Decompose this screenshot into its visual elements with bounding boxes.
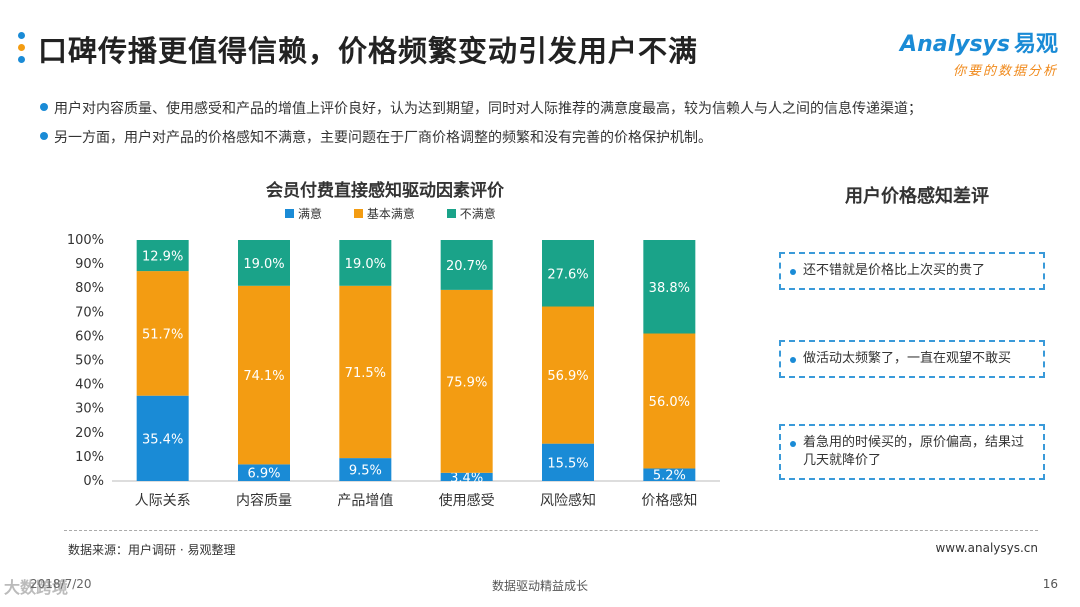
x-category-label: 产品增值	[337, 493, 393, 509]
comment-card: 着急用的时候买的，原价偏高，结果过几天就降价了	[779, 424, 1045, 480]
data-label: 5.2%	[653, 469, 686, 484]
comment-text: 做活动太频繁了，一直在观望不敢买	[803, 351, 1012, 366]
bar-segment	[643, 468, 696, 481]
bar-segment	[542, 240, 594, 307]
footer-date: 2018/7/20	[30, 577, 92, 591]
logo-initial: A	[900, 32, 918, 57]
data-label: 19.0%	[345, 257, 386, 272]
comment-text: 着急用的时候买的，原价偏高，结果过几天就降价了	[803, 435, 1025, 468]
data-label: 20.7%	[446, 259, 487, 274]
legend-swatch-basic	[353, 209, 363, 218]
bar-segment	[339, 285, 392, 459]
x-category-label: 风险感知	[540, 492, 596, 509]
logo-cn: 易观	[1013, 32, 1058, 57]
y-tick-label: 100%	[67, 233, 104, 248]
data-label: 51.7%	[142, 327, 183, 342]
legend-item-basic: 基本满意	[353, 205, 415, 222]
footer-slogan: 数据驱动精益成长	[491, 579, 588, 593]
bar-segment	[542, 443, 594, 481]
y-tick-label: 20%	[75, 426, 104, 441]
bar-segment	[136, 395, 189, 481]
footer-divider	[64, 530, 1038, 531]
bar-segment	[440, 289, 493, 473]
bar-segment	[643, 333, 696, 469]
data-label: 27.6%	[547, 267, 588, 282]
chart-title: 会员付费直接感知驱动因素评价	[266, 181, 504, 201]
logo-brand: nalysys	[917, 32, 1010, 57]
bullet-item: 另一方面，用户对产品的价格感知不满意，主要问题在于厂商价格调整的频繁和没有完善的…	[38, 127, 1068, 147]
chart-legend: 满意 基本满意 不满意	[285, 205, 524, 222]
data-label: 38.8%	[649, 281, 690, 296]
x-category-label: 人际关系	[135, 493, 191, 509]
y-tick-label: 60%	[75, 329, 104, 344]
y-tick-label: 40%	[75, 378, 104, 393]
y-tick-label: 10%	[75, 450, 104, 465]
data-source: 数据来源：用户调研 · 易观整理	[68, 543, 236, 557]
page-number: 16	[1042, 577, 1058, 591]
legend-swatch-unsatisfied	[446, 209, 456, 218]
y-tick-label: 0%	[83, 474, 104, 489]
title-dots-decoration	[18, 32, 26, 68]
x-category-label: 使用感受	[439, 492, 495, 509]
data-label: 56.9%	[547, 369, 588, 384]
bar-segment	[542, 306, 594, 444]
bar-segment	[136, 271, 189, 396]
watermark-brand: 大数跨境	[4, 578, 69, 597]
summary-bullets: 用户对内容质量、使用感受和产品的增值上评价良好，认为达到期望，同时对人际推荐的满…	[38, 98, 1068, 156]
x-category-label: 内容质量	[236, 492, 292, 509]
legend-item-satisfied: 满意	[285, 205, 322, 222]
data-label: 74.1%	[243, 369, 284, 384]
y-tick-label: 80%	[75, 281, 104, 296]
y-tick-label: 90%	[75, 257, 104, 272]
page-title: 口碑传播更值得信赖，价格频繁变动引发用户不满	[38, 34, 699, 68]
data-label: 12.9%	[142, 250, 183, 265]
y-tick-label: 50%	[75, 354, 104, 369]
bullet-item: 用户对内容质量、使用感受和产品的增值上评价良好，认为达到期望，同时对人际推荐的满…	[38, 98, 1068, 118]
y-tick-label: 30%	[75, 402, 104, 417]
bar-segment	[238, 464, 290, 481]
bar-segment	[136, 240, 189, 272]
comment-text: 还不错就是价格比上次买的贵了	[803, 263, 986, 278]
analysys-logo: Analysys 易观 你要的数据分析	[900, 26, 1058, 79]
right-panel-title: 用户价格感知差评	[845, 186, 989, 207]
legend-swatch-satisfied	[285, 209, 294, 218]
bar-segment	[643, 240, 696, 334]
data-label: 35.4%	[142, 432, 183, 447]
data-label: 71.5%	[345, 366, 386, 381]
data-label: 56.0%	[649, 395, 690, 410]
y-tick-label: 70%	[75, 305, 104, 320]
x-category-label: 价格感知	[641, 492, 697, 509]
bar-segment	[440, 240, 493, 290]
logo-slogan: 你要的数据分析	[952, 64, 1058, 79]
bar-segment	[339, 240, 392, 286]
legend-item-unsatisfied: 不满意	[446, 205, 496, 222]
comment-card: 做活动太频繁了，一直在观望不敢买	[779, 340, 1045, 378]
data-label: 15.5%	[547, 456, 588, 471]
data-label: 3.4%	[450, 471, 483, 486]
website-link[interactable]: www.analysys.cn	[935, 541, 1038, 555]
data-label: 9.5%	[349, 464, 382, 479]
bar-segment	[339, 458, 392, 481]
data-label: 19.0%	[243, 257, 284, 272]
bar-segment	[440, 472, 493, 481]
comment-card: 还不错就是价格比上次买的贵了	[779, 252, 1045, 290]
bar-segment	[238, 240, 290, 286]
data-label: 75.9%	[446, 375, 487, 390]
data-label: 6.9%	[247, 467, 280, 482]
bar-segment	[238, 285, 290, 465]
